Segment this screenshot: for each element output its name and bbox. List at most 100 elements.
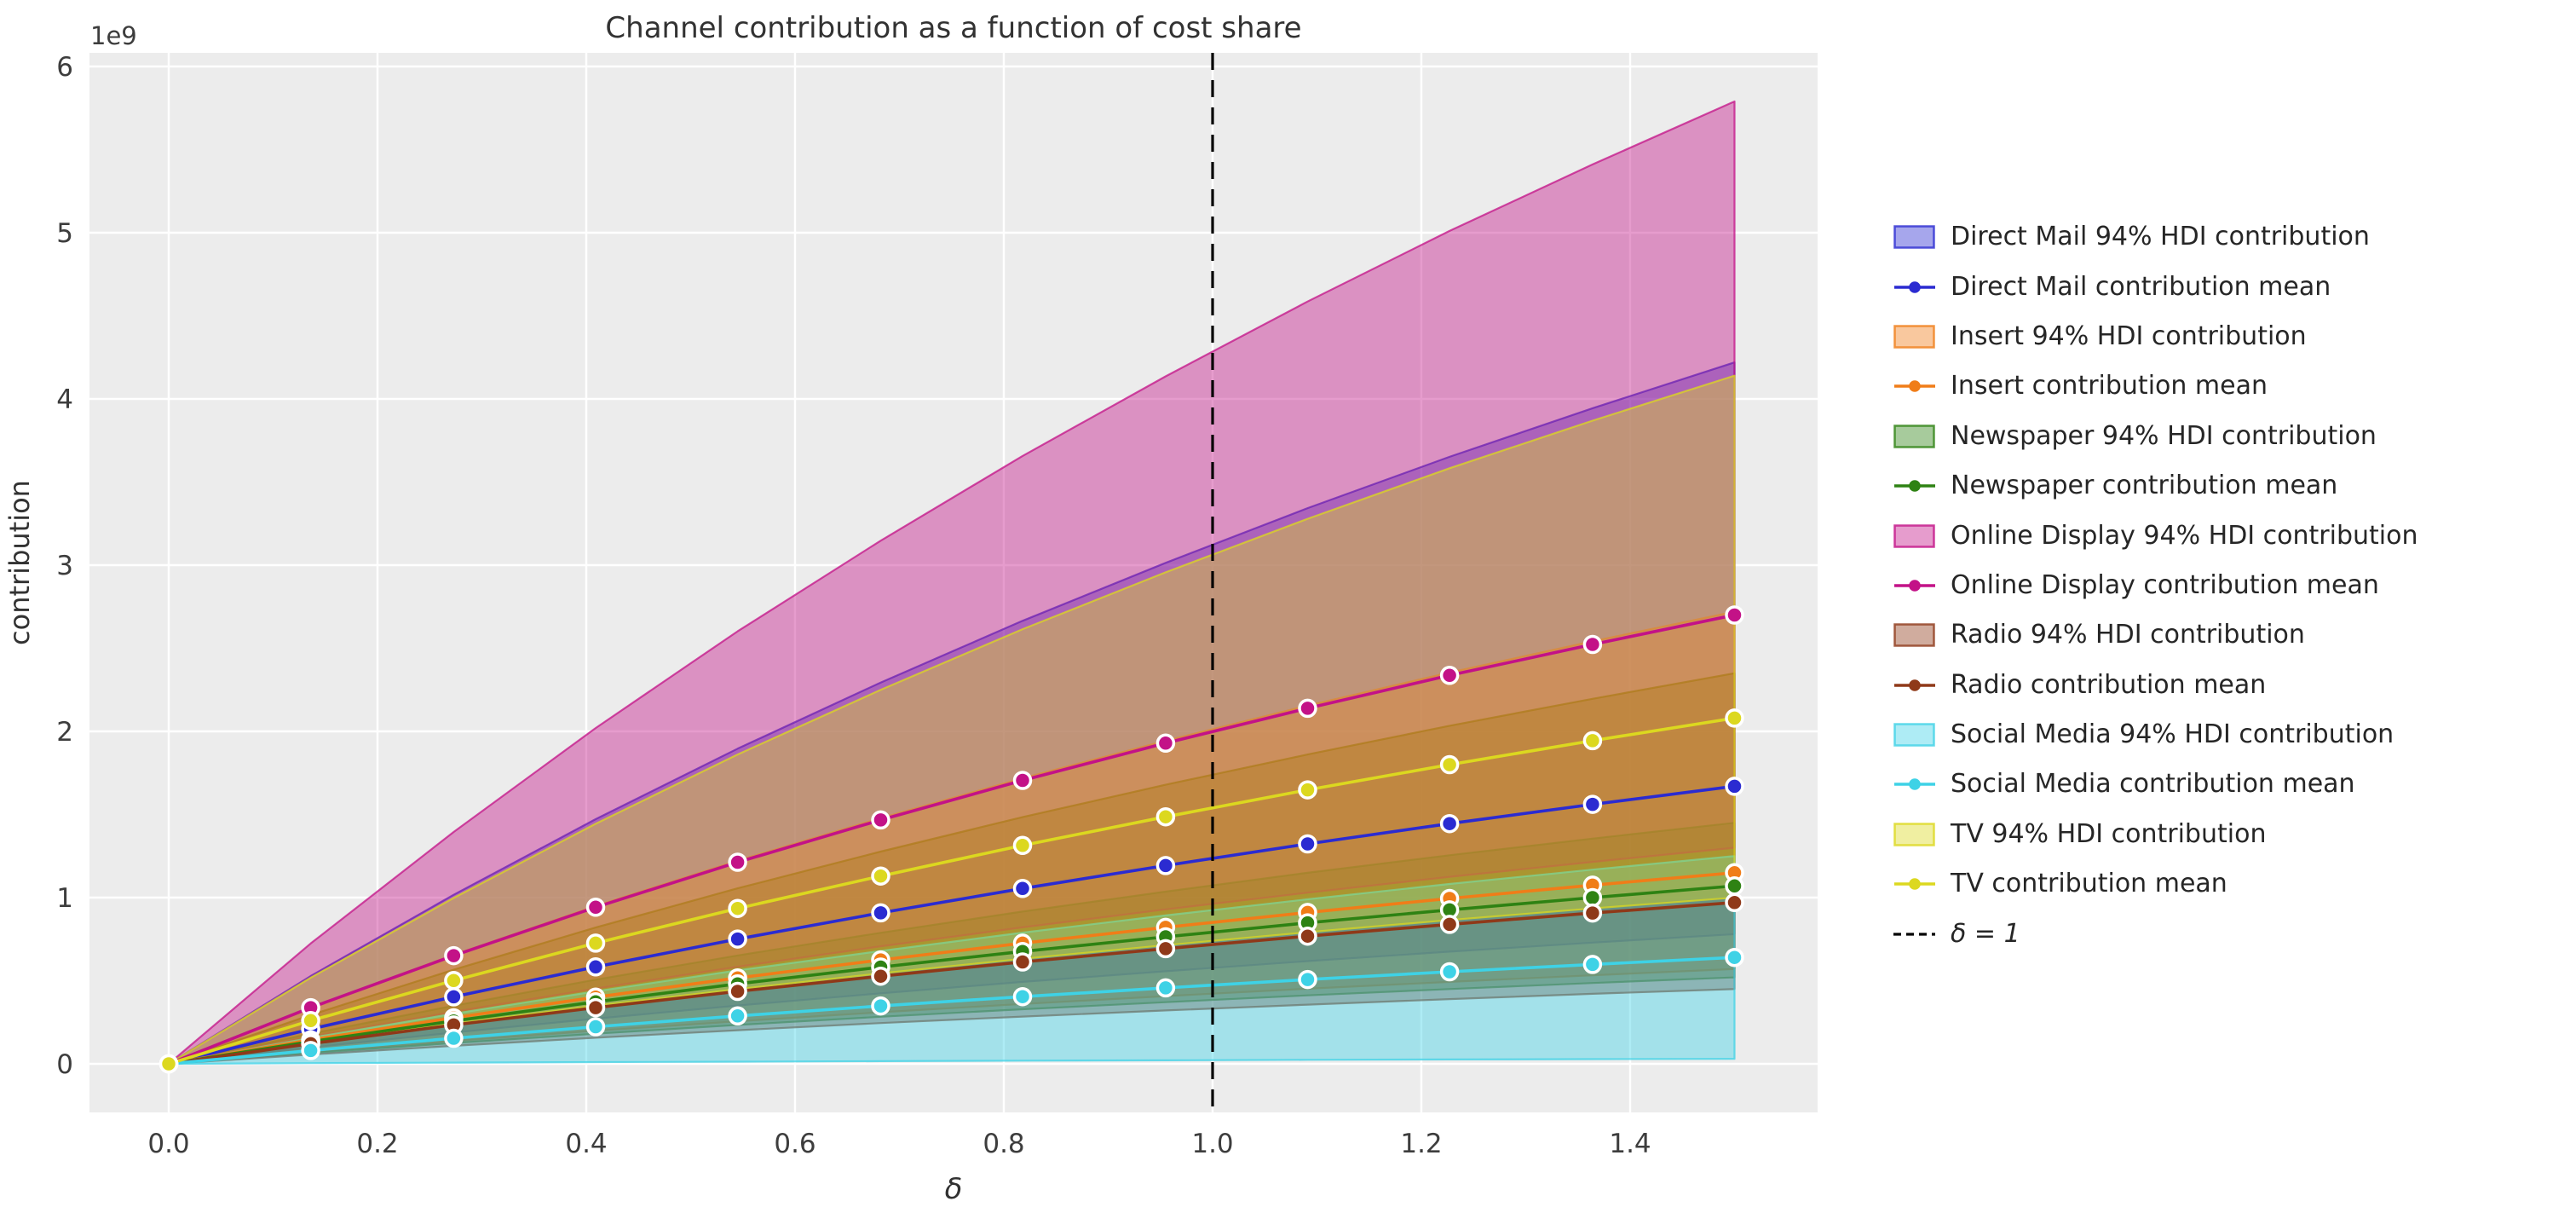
mean-line-insert — [167, 870, 1737, 1066]
x-tick-0.6: 0.6 — [774, 1129, 815, 1159]
legend-item-delta-1: δ = 1 — [1893, 909, 2418, 958]
legend-band-swatch — [1893, 823, 1935, 846]
y-tick-3: 3 — [56, 551, 73, 581]
legend-label: TV 94% HDI contribution — [1951, 818, 2267, 849]
marker-direct-mail-2 — [444, 987, 464, 1007]
legend-item-newspaper-hdi: Newspaper 94% HDI contribution — [1893, 412, 2418, 461]
legend-item-social-media-hdi: Social Media 94% HDI contribution — [1893, 710, 2418, 760]
x-tick-1.0: 1.0 — [1191, 1129, 1233, 1159]
marker-online-display-6 — [1012, 771, 1033, 790]
marker-online-display-5 — [871, 810, 890, 830]
x-tick-0.4: 0.4 — [565, 1129, 607, 1159]
marker-social-media-10 — [1582, 955, 1603, 974]
marker-direct-mail-7 — [1155, 856, 1176, 875]
marker-radio-6 — [1012, 952, 1033, 972]
legend-label: Social Media 94% HDI contribution — [1951, 719, 2394, 750]
marker-direct-mail-10 — [1582, 794, 1603, 814]
marker-online-display-4 — [728, 852, 747, 872]
marker-tv-3 — [585, 933, 606, 953]
marker-newspaper-11 — [1725, 876, 1744, 896]
marker-tv-5 — [871, 866, 890, 886]
legend-item-tv-mean: TV contribution mean — [1893, 859, 2418, 909]
legend-label: Social Media contribution mean — [1951, 769, 2355, 800]
legend-label: Newspaper 94% HDI contribution — [1951, 420, 2377, 451]
mean-line-direct-mail — [167, 784, 1737, 1066]
marker-tv-7 — [1155, 806, 1176, 827]
marker-social-media-6 — [1012, 986, 1033, 1007]
marker-social-media-4 — [728, 1006, 747, 1026]
marker-social-media-3 — [585, 1017, 606, 1037]
legend-item-radio-hdi: Radio 94% HDI contribution — [1893, 610, 2418, 660]
legend-label: TV contribution mean — [1951, 869, 2227, 899]
marker-tv-8 — [1298, 780, 1317, 800]
marker-social-media-7 — [1155, 978, 1176, 998]
marker-radio-4 — [728, 981, 747, 1002]
marker-tv-10 — [1582, 731, 1603, 751]
x-axis-label: δ — [945, 1172, 963, 1206]
legend-item-direct-mail-hdi: Direct Mail 94% HDI contribution — [1893, 212, 2418, 262]
mean-lines — [167, 613, 1737, 1066]
markers-tv — [158, 708, 1744, 1074]
x-tick-0.2: 0.2 — [356, 1129, 398, 1159]
mean-line-radio — [167, 901, 1737, 1066]
legend-label: Radio 94% HDI contribution — [1951, 620, 2305, 650]
legend-item-online-display-hdi: Online Display 94% HDI contribution — [1893, 511, 2418, 560]
legend-band-swatch — [1893, 623, 1935, 648]
legend-band-swatch — [1893, 325, 1935, 349]
legend-line-marker — [1894, 480, 1935, 492]
legend-line-marker — [1894, 778, 1935, 791]
hdi-band-tv — [167, 374, 1736, 1066]
legend-band-swatch — [1893, 523, 1935, 548]
marker-online-display-8 — [1298, 698, 1317, 719]
x-tick-0.0: 0.0 — [147, 1129, 189, 1159]
y-tick-6: 6 — [56, 52, 73, 83]
marker-social-media-5 — [871, 996, 890, 1016]
legend-item-radio-mean: Radio contribution mean — [1893, 661, 2418, 710]
marker-online-display-3 — [585, 898, 606, 917]
marker-radio-9 — [1439, 915, 1460, 934]
marker-direct-mail-11 — [1725, 777, 1744, 796]
chart-title: Channel contribution as a function of co… — [605, 11, 1301, 45]
marker-social-media-8 — [1298, 969, 1317, 990]
legend-label: Online Display 94% HDI contribution — [1951, 520, 2418, 551]
y-axis-offset-label: 1e9 — [90, 21, 137, 50]
marker-radio-10 — [1582, 903, 1603, 923]
markers-online-display — [158, 605, 1744, 1074]
marker-online-display-9 — [1439, 666, 1460, 685]
x-tick-0.8: 0.8 — [983, 1129, 1024, 1159]
y-tick-0: 0 — [56, 1049, 73, 1080]
y-tick-1: 1 — [56, 883, 73, 914]
marker-direct-mail-4 — [728, 929, 747, 949]
marker-direct-mail-3 — [585, 957, 606, 977]
y-tick-5: 5 — [56, 218, 73, 249]
marker-social-media-11 — [1725, 947, 1744, 968]
legend-item-insert-mean: Insert contribution mean — [1893, 361, 2418, 411]
legend-label: Radio contribution mean — [1951, 669, 2267, 700]
mean-line-social-media — [167, 956, 1737, 1066]
marker-social-media-9 — [1439, 962, 1460, 982]
marker-social-media-2 — [444, 1028, 464, 1048]
marker-tv-1 — [301, 1011, 320, 1031]
y-axis-label: contribution — [3, 480, 36, 645]
marker-tv-6 — [1012, 835, 1033, 856]
y-tick-2: 2 — [56, 717, 73, 748]
marker-tv-9 — [1439, 754, 1460, 775]
legend-label: Newspaper contribution mean — [1951, 471, 2338, 501]
legend-line-marker — [1894, 679, 1935, 691]
mean-line-newspaper — [167, 884, 1737, 1066]
legend-line-marker — [1894, 280, 1935, 293]
legend-band-swatch — [1893, 425, 1935, 448]
mean-line-online-display — [167, 613, 1737, 1066]
marker-tv-11 — [1725, 708, 1744, 728]
y-tick-4: 4 — [56, 384, 73, 415]
marker-direct-mail-6 — [1012, 879, 1033, 898]
marker-online-display-11 — [1725, 605, 1744, 625]
x-tick-1.2: 1.2 — [1400, 1129, 1442, 1159]
legend: Direct Mail 94% HDI contribution Direct M… — [1893, 212, 2418, 959]
mean-line-tv — [167, 716, 1737, 1066]
tick-labels: 0.0 0.2 0.4 0.6 0.8 1.0 1.2 1.4 0 1 2 3 4 5 6 — [56, 52, 1651, 1159]
legend-label: Direct Mail contribution mean — [1951, 271, 2331, 302]
legend-item-social-media-mean: Social Media contribution mean — [1893, 760, 2418, 809]
legend-label: Insert contribution mean — [1951, 371, 2268, 401]
